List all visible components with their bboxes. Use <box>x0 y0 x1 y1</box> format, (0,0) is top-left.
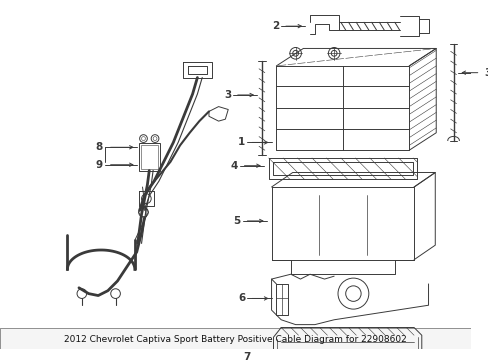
Text: 2: 2 <box>271 21 279 31</box>
Text: 5: 5 <box>233 216 240 226</box>
Text: 4: 4 <box>230 161 237 171</box>
Text: 2012 Chevrolet Captiva Sport Battery Positive Cable Diagram for 22908602: 2012 Chevrolet Captiva Sport Battery Pos… <box>63 335 406 344</box>
Text: 7: 7 <box>243 352 250 360</box>
Text: 6: 6 <box>238 293 245 303</box>
Bar <box>139 143 160 171</box>
Text: 1: 1 <box>238 138 245 148</box>
Bar <box>0 328 470 349</box>
Text: 3: 3 <box>224 90 231 100</box>
Text: 8: 8 <box>96 142 103 152</box>
Text: 9: 9 <box>96 160 103 170</box>
Bar <box>0 328 470 349</box>
Bar <box>141 145 158 168</box>
Text: 3: 3 <box>484 68 488 78</box>
